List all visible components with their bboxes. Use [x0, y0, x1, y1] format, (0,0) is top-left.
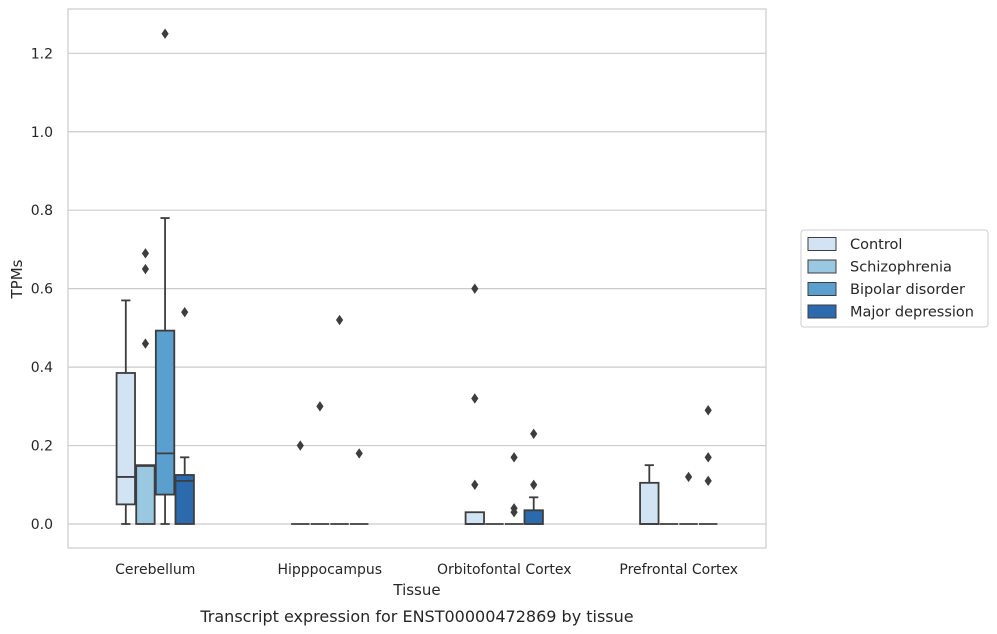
- box-major-depression: [698, 405, 718, 525]
- box-layer: [115, 28, 718, 525]
- y-tick-label: 0.6: [31, 282, 53, 298]
- box-major-depression: [349, 448, 369, 525]
- box-control: [464, 283, 485, 525]
- x-tick-labels: Cerebellum Hipppocampus Orbitofontal Corte…: [115, 562, 738, 578]
- legend-label: Bipolar disorder: [850, 282, 965, 298]
- outlier-point: [530, 479, 538, 490]
- legend-frame: [800, 229, 989, 328]
- x-tick-label: Cerebellum: [115, 562, 195, 578]
- legend-label: Major depression: [850, 305, 974, 321]
- y-tick-label: 0.2: [31, 439, 53, 455]
- outlier-point: [141, 248, 150, 259]
- outlier-point: [530, 428, 538, 439]
- grid-layer: [68, 52, 766, 525]
- y-tick-label: 0.0: [31, 517, 53, 533]
- box-body: [115, 372, 136, 506]
- box-control: [639, 464, 660, 525]
- y-tick-label: 0.4: [31, 360, 53, 376]
- x-axis-title: Tissue: [392, 581, 440, 599]
- box-control: [115, 299, 136, 525]
- box-bipolar-disorder: [154, 28, 176, 525]
- outlier-point: [296, 440, 304, 451]
- y-tick-label: 1.2: [31, 46, 53, 62]
- outlier-point: [471, 393, 479, 404]
- box-body: [523, 509, 544, 525]
- chart-caption: Transcript expression for ENST0000047286…: [199, 607, 633, 626]
- outlier-point: [684, 471, 693, 483]
- outlier-point: [161, 28, 169, 39]
- outlier-point: [471, 479, 479, 490]
- box-schizophrenia: [310, 401, 330, 525]
- y-tick-label: 0.8: [31, 203, 53, 219]
- legend: Control Schizophrenia Bipolar disorder Majo…: [800, 229, 989, 328]
- x-tick-label: Orbitofontal Cortex: [437, 562, 572, 578]
- box-control: [291, 440, 310, 525]
- box-bipolar-disorder: [679, 471, 698, 525]
- box-body: [135, 464, 156, 525]
- box-body: [639, 481, 660, 525]
- outlier-point: [510, 503, 518, 514]
- outlier-point: [471, 283, 479, 294]
- box-body: [174, 474, 195, 525]
- legend-label: Control: [850, 237, 902, 253]
- x-tick-label: Prefrontal Cortex: [619, 562, 738, 578]
- legend-label: Schizophrenia: [850, 260, 952, 276]
- plot-frame: [67, 8, 767, 549]
- outlier-point: [704, 405, 712, 416]
- outlier-point: [316, 401, 324, 412]
- legend-swatch: [807, 282, 837, 296]
- outlier-point: [355, 448, 363, 459]
- outlier-point: [704, 452, 712, 463]
- outlier-point: [181, 306, 189, 318]
- legend-swatch: [807, 259, 837, 274]
- box-bipolar-disorder: [330, 314, 349, 525]
- outlier-point: [141, 338, 150, 349]
- y-tick-label: 1.0: [31, 125, 53, 141]
- y-tick-labels: 0.0 0.2 0.4 0.6 0.8 1.0 1.2: [31, 46, 53, 533]
- y-axis-title: TPMs: [8, 259, 26, 299]
- legend-swatch: [807, 237, 837, 251]
- box-body: [154, 329, 176, 496]
- box-major-depression: [174, 306, 195, 525]
- box-schizophrenia: [135, 248, 156, 525]
- box-major-depression: [523, 428, 544, 525]
- outlier-point: [510, 452, 518, 463]
- box-body: [464, 511, 485, 525]
- legend-swatch: [807, 304, 837, 319]
- outlier-point: [335, 314, 344, 326]
- x-tick-label: Hipppocampus: [277, 562, 382, 578]
- outlier-point: [704, 475, 712, 487]
- outlier-point: [141, 263, 150, 275]
- box-bipolar-disorder: [504, 452, 524, 525]
